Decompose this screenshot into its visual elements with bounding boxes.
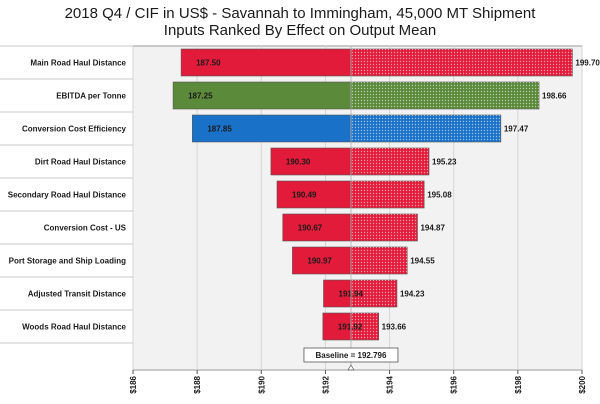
high-value-label: 194.23 [400,290,425,299]
high-value-label: 197.47 [504,125,529,134]
bar-low [282,213,352,242]
bar-high-texture [350,280,397,307]
low-value-label: 190.49 [292,191,317,200]
bar-high-texture [350,247,408,274]
category-label: Main Road Haul Distance [30,59,126,68]
low-value-label: 187.85 [207,125,232,134]
x-tick-label: $188 [193,375,202,393]
bar-high-texture [350,148,430,175]
low-value-label: 191.92 [338,323,363,332]
bar-low [276,180,352,209]
low-value-label: 190.97 [307,257,332,266]
high-value-label: 194.87 [420,224,445,233]
baseline-box [303,347,399,363]
category-label: Secondary Road Haul Distance [8,191,127,200]
x-tick-label: $192 [321,375,330,393]
category-label-panel [0,46,133,370]
high-value-label: 199.70 [575,59,600,68]
x-tick-label: $194 [386,375,395,393]
category-label: EBITDA per Tonne [56,92,126,101]
bar-high-texture [350,49,573,76]
low-value-label: 187.25 [188,92,213,101]
category-label: Adjusted Transit Distance [28,290,127,299]
bar-low [270,147,352,176]
bar-low [180,48,352,77]
bar-low [322,312,352,341]
chart-title: 2018 Q4 / CIF in US$ - Savannah to Immin… [64,5,536,22]
low-value-label: 187.50 [196,59,221,68]
baseline-marker [347,364,355,371]
high-value-label: 193.66 [382,323,407,332]
bar-low [292,246,352,275]
high-value-label: 198.66 [542,92,567,101]
category-label: Port Storage and Ship Loading [9,257,126,266]
bar-high-texture [350,313,379,340]
x-tick-label: $190 [257,375,266,393]
bar-low [323,279,352,308]
category-label: Dirt Road Haul Distance [35,158,127,167]
bar-high-texture [350,181,425,208]
x-tick-label: $198 [514,375,523,393]
x-tick-label: $196 [450,375,459,393]
low-value-label: 190.67 [298,224,323,233]
bar-high-texture [350,214,418,241]
high-value-label: 194.55 [410,257,435,266]
high-value-label: 195.23 [432,158,457,167]
high-value-label: 195.08 [427,191,452,200]
category-label: Woods Road Haul Distance [22,323,126,332]
chart-subtitle: Inputs Ranked By Effect on Output Mean [163,22,437,39]
category-label: Conversion Cost Efficiency [22,125,127,134]
low-value-label: 190.30 [286,158,311,167]
bar-high-texture [350,115,501,142]
x-tick-label: $186 [129,375,138,393]
baseline-label: Baseline = 192.796 [315,351,386,360]
category-label: Conversion Cost - US [44,224,127,233]
bar-high-texture [350,82,540,109]
x-tick-label: $200 [578,375,587,393]
